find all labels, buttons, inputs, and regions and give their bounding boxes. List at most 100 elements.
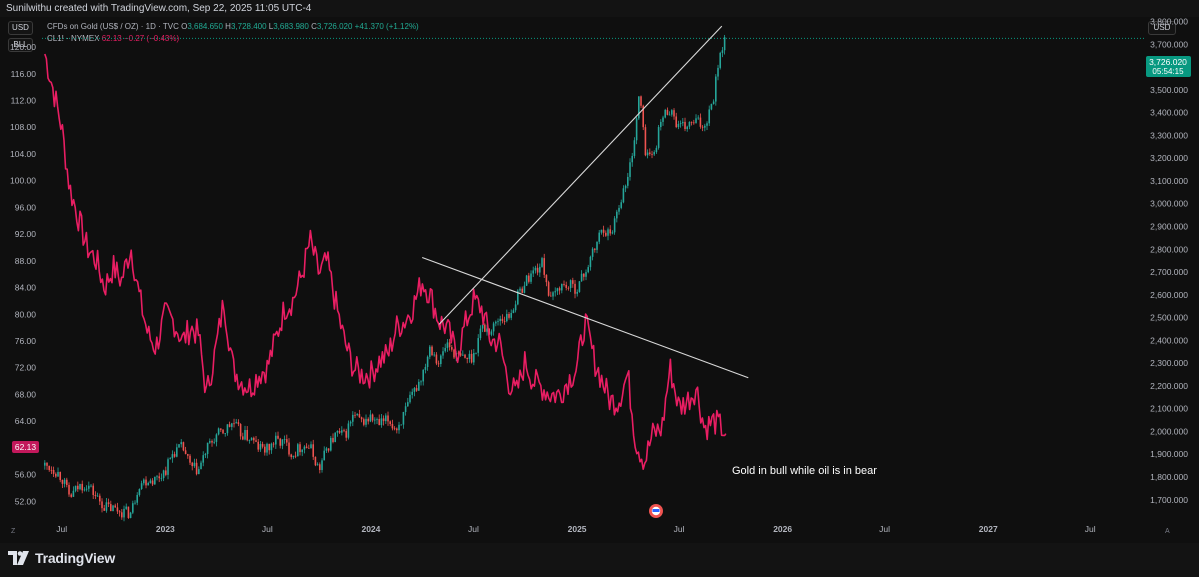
time-axis[interactable]: Jul 2023 Jul 2024 Jul 2025 Jul 2026 Jul 2027 Jul [56, 524, 1095, 534]
gold-candle-body [396, 428, 398, 431]
gold-candle-body [182, 442, 185, 451]
left-axis-tick-label: 112.00 [11, 96, 37, 106]
gold-candle-body [389, 421, 392, 425]
gold-candle-body [415, 388, 418, 391]
gold-candle-body [310, 444, 312, 449]
gold-candle-body [715, 76, 717, 102]
gold-candle-body [165, 470, 167, 475]
gold-candle-body [400, 424, 403, 426]
gold-candle-body [651, 153, 653, 155]
chart-plot[interactable]: 52.0056.0060.0064.0068.0072.0076.0080.00… [0, 17, 1199, 543]
gold-candle-body [411, 391, 414, 395]
gold-candle-body [437, 363, 440, 365]
gold-uptrend-line[interactable] [438, 25, 723, 325]
left-price-axis[interactable]: 52.0056.0060.0064.0068.0072.0076.0080.00… [10, 42, 36, 506]
gold-candle-body [292, 455, 295, 458]
left-axis-tick-label: 64.00 [15, 416, 37, 426]
right-axis-tick-label: 1,900.000 [1150, 449, 1188, 459]
gold-candle-body [184, 450, 187, 455]
legend-gold-o-label: O [181, 22, 188, 31]
gold-candle-body [369, 414, 372, 422]
gold-candle-body [585, 272, 587, 277]
gold-candle-body [341, 430, 343, 433]
legend-oil-name: CL1! · NYMEX [47, 34, 100, 43]
gold-candle-body [264, 446, 266, 453]
gold-candle-body [655, 147, 658, 153]
gold-candle-body [96, 495, 99, 497]
gold-candle-body [475, 352, 477, 354]
tradingview-logo-icon [8, 551, 30, 565]
trendlines[interactable] [421, 25, 749, 379]
gold-candle-body [695, 118, 697, 123]
time-axis-tick-label: 2024 [361, 524, 380, 534]
gold-candle-body [338, 430, 341, 433]
left-scale-currency-button[interactable]: USD [8, 21, 33, 35]
gold-candle-body [206, 442, 209, 454]
right-price-axis[interactable]: 1,700.000 1,800.000 1,900.000 2,000.000 2,10… [1150, 17, 1188, 505]
gold-candle-body [506, 313, 508, 322]
gold-candle-body [638, 96, 640, 119]
gold-candle-body [387, 415, 389, 422]
left-scale-unit-button[interactable]: BLL [8, 38, 33, 52]
gold-candle-body [72, 490, 75, 497]
gold-candle-body [48, 465, 51, 470]
right-scale-currency-button[interactable]: USD [1148, 21, 1176, 35]
gold-candle-body [671, 110, 673, 115]
gold-candle-body [136, 494, 139, 503]
gold-candle-body [143, 479, 145, 484]
gold-candle-body [378, 418, 381, 426]
gold-candle-body [627, 176, 629, 186]
gold-candle-body [118, 511, 121, 513]
tradingview-logo[interactable]: TradingView [8, 550, 115, 566]
gold-candle-body [462, 354, 464, 356]
gold-candle-body [503, 320, 506, 322]
gold-candle-body [723, 37, 726, 51]
gold-candle-body [213, 441, 216, 443]
gold-candle-body [316, 464, 319, 466]
gold-candle-body [642, 105, 645, 128]
gold-candle-body [57, 471, 59, 477]
gold-candle-body [178, 444, 180, 448]
chart-annotation[interactable]: Gold in bull while oil is in bear [732, 465, 877, 477]
gold-candle-body [257, 441, 260, 450]
gold-candle-body [646, 152, 649, 156]
gold-candle-body [682, 121, 684, 124]
corner-label-a[interactable]: A [1165, 528, 1170, 535]
gold-candle-body [660, 121, 662, 128]
gold-candle-body [550, 295, 552, 297]
gold-candle-body [679, 123, 682, 125]
gold-candle-body [477, 338, 480, 353]
gold-candle-body [404, 406, 407, 412]
gold-candle-body [616, 211, 618, 219]
gold-candle-body [129, 512, 132, 518]
left-axis-tick-label: 104.00 [10, 149, 36, 159]
gold-candle-body [83, 489, 86, 491]
gold-candle-body [459, 353, 462, 356]
chart-area[interactable]: USD BLL USD CFDs on Gold (US$ / OZ) · 1D… [0, 17, 1199, 543]
gold-candle-body [563, 283, 565, 285]
gold-candle-body [222, 429, 224, 434]
gold-candle-body [649, 152, 651, 154]
gold-candle-body [171, 454, 174, 459]
time-axis-tick-label: Jul [674, 524, 685, 534]
gold-candle-body [633, 140, 636, 156]
left-axis-tick-label: 96.00 [15, 202, 37, 212]
corner-label-z[interactable]: Z [11, 528, 16, 535]
gold-candle-body [160, 477, 163, 479]
legend-gold-change: +41.370 (+1.12%) [354, 22, 419, 31]
gold-candle-body [305, 446, 308, 448]
oil-downtrend-line[interactable] [421, 256, 749, 379]
gold-candle-body [486, 328, 488, 332]
legend-gold-high: 3,728.400 [230, 22, 267, 31]
legend-gold[interactable]: CFDs on Gold (US$ / OZ) · 1D · TVC O3,68… [47, 22, 419, 31]
gold-candle-body [635, 118, 638, 141]
gold-candle-body [228, 424, 231, 427]
event-marker[interactable] [649, 504, 663, 518]
gold-candle-body [277, 435, 279, 439]
left-axis-tick-label: 116.00 [11, 69, 37, 79]
gold-candle-body [622, 188, 625, 203]
gold-candle-body [543, 258, 546, 275]
right-axis-tick-label: 3,400.000 [1150, 108, 1188, 118]
gold-candle-body [668, 114, 671, 116]
gold-candle-body [666, 109, 669, 115]
